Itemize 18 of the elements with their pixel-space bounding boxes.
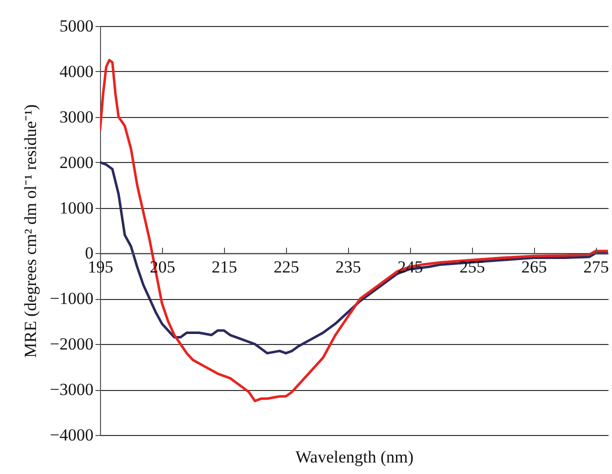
y-tick-label: 2000 <box>60 152 94 172</box>
y-tick-label: 4000 <box>60 62 94 81</box>
y-tick-label: −3000 <box>50 380 94 400</box>
x-tick-label: 245 <box>398 258 424 277</box>
x-tick-label: 215 <box>212 258 238 277</box>
x-tick-label: 255 <box>459 258 485 277</box>
x-tick-label: 225 <box>274 258 300 277</box>
y-tick-label: 1000 <box>60 198 94 218</box>
y-axis-title: MRE (degrees cm² dm ol⁻¹ residue⁻¹) <box>20 104 40 358</box>
x-tick-label: 235 <box>336 258 362 277</box>
y-tick-label: −4000 <box>50 426 94 444</box>
x-tick-label: 265 <box>521 258 547 277</box>
y-tick-label: −2000 <box>50 334 94 354</box>
y-tick-label: −1000 <box>50 289 94 308</box>
y-tick-label: 3000 <box>60 107 94 126</box>
y-tick-label: 5000 <box>60 16 94 36</box>
x-tick-label: 275 <box>583 258 609 277</box>
x-axis-title: Wavelength (nm) <box>295 448 414 466</box>
